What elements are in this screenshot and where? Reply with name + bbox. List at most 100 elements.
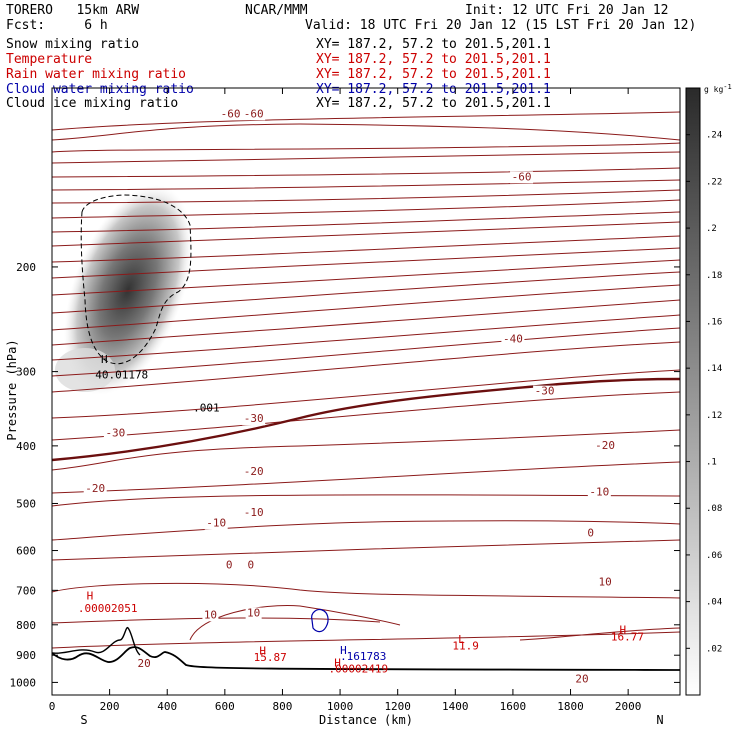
- colorbar-tick-label-3: .08: [706, 504, 722, 514]
- x-right-end-label: N: [656, 713, 663, 727]
- temperature-label-13: 0: [587, 526, 594, 539]
- field-xy-cloud-ice: XY= 187.2, 57.2 to 201.5,201.1: [316, 96, 551, 111]
- temperature-label-bg-15: [246, 559, 256, 572]
- colorbar-tick-label-0: .02: [706, 644, 722, 654]
- temperature-label-5: -30: [244, 412, 264, 425]
- x-tick-label-1600: 1600: [500, 700, 527, 713]
- field-xy-rain: XY= 187.2, 57.2 to 201.5,201.1: [316, 67, 551, 82]
- temperature-label-4: -30: [535, 385, 555, 398]
- annotation-14: 16.77: [611, 630, 644, 643]
- colorbar-unit: g kg-1: [704, 83, 732, 94]
- field-xy-temperature: XY= 187.2, 57.2 to 201.5,201.1: [316, 52, 551, 67]
- x-tick-label-1400: 1400: [442, 700, 469, 713]
- temperature-label-16: 10: [598, 575, 611, 588]
- x-tick-label-1000: 1000: [327, 700, 354, 713]
- field-name-cloud-ice: Cloud ice mixing ratio: [6, 96, 179, 111]
- temperature-label-bg-16: [597, 576, 614, 589]
- temperature-label-20: 20: [575, 672, 588, 685]
- annotation-6: 15.87: [254, 651, 287, 664]
- temperature-label-bg-3: [501, 333, 525, 346]
- temperature-label-bg-9: [83, 482, 107, 495]
- x-ticks: [51, 88, 629, 695]
- annotation-13: H: [620, 624, 627, 637]
- x-left-end-label: S: [80, 713, 87, 727]
- snow-contour: [80, 194, 192, 365]
- temperature-label-bg-6: [103, 427, 127, 440]
- temperature-label-7: -20: [595, 439, 615, 452]
- y-tick-label-400: 400: [16, 440, 36, 453]
- colorbar-tick-label-10: .22: [706, 177, 722, 187]
- annotation-7: H: [340, 644, 347, 657]
- temperature-label-11: -10: [244, 506, 264, 519]
- x-tick-label-200: 200: [100, 700, 120, 713]
- y-tick-label-800: 800: [16, 619, 36, 632]
- field-name-cloud-water: Cloud water mixing ratio: [6, 82, 194, 97]
- colorbar-tick-label-9: .2: [706, 224, 717, 234]
- temperature-label-9: -20: [85, 482, 105, 495]
- colorbar-tick-label-6: .14: [706, 364, 722, 374]
- colorbar-tick-label-5: .12: [706, 411, 722, 421]
- y-tick-label-600: 600: [16, 545, 36, 558]
- colorbar-tick-labels: .02 .04 .06 .08 .1 .12 .14 .16 .18 .2 .22 .24: [706, 131, 722, 655]
- colorbar-tick-label-11: .24: [706, 131, 722, 141]
- x-tick-label-1200: 1200: [384, 700, 411, 713]
- colorbar-tick-label-4: .1: [706, 458, 717, 468]
- init-time: Init: 12 UTC Fri 20 Jan 12: [465, 3, 669, 18]
- y-tick-label-500: 500: [16, 497, 36, 510]
- terrain-ridge: [51, 626, 141, 656]
- colorbar-ticks: [686, 134, 690, 649]
- temperature-label-bg-18: [202, 609, 219, 622]
- annotation-9: H: [334, 656, 341, 669]
- annotation-4: .00002051: [78, 602, 138, 615]
- temperature-label-18: 10: [204, 608, 217, 621]
- y-axis-label: Pressure (hPa): [5, 339, 19, 440]
- temperature-label-3: -40: [503, 332, 523, 345]
- annotation-2: .001: [193, 401, 220, 414]
- temperature-label-8: -20: [244, 465, 264, 478]
- annotation-8: .161783: [340, 650, 386, 663]
- temperature-label-bg-14: [224, 559, 234, 572]
- temperature-label-15: 0: [247, 558, 254, 571]
- temperature-label-12: -10: [206, 517, 226, 530]
- center-name: NCAR/MMM: [245, 3, 308, 18]
- temperature-label-bg-19: [136, 657, 153, 670]
- y-tick-labels: 200 300 400 500 600 700 800 900 1000: [10, 261, 37, 689]
- y-tick-label-900: 900: [16, 649, 36, 662]
- x-tick-labels: 0 200 400 600 800 1000 1200 1400 1600 1800 2000: [49, 700, 642, 713]
- temperature-labels: -60 -60-60-40-30-30-30-20-20-20 -10-10-100…: [83, 107, 617, 686]
- x-tick-label-2000: 2000: [615, 700, 642, 713]
- annotation-1: 40.01178: [95, 368, 148, 381]
- field-name-rain: Rain water mixing ratio: [6, 67, 187, 82]
- terrain: [51, 646, 681, 671]
- field-xy-snow: XY= 187.2, 57.2 to 201.5,201.1: [316, 37, 551, 52]
- x-tick-label-1800: 1800: [557, 700, 584, 713]
- colorbar-tick-label-7: .16: [706, 317, 722, 327]
- temperature-label-bg-5: [242, 413, 266, 426]
- temperature-label-bg-4: [533, 385, 557, 398]
- temperature-label-1: -60: [244, 107, 264, 120]
- temperature-label-bg-13: [586, 527, 596, 540]
- y-tick-label-1000: 1000: [10, 676, 37, 689]
- field-xy-cloud-water: XY= 187.2, 57.2 to 201.5,201.1: [316, 82, 551, 97]
- temperature-label-bg-7: [593, 440, 617, 453]
- temperature-label-0: -60: [221, 107, 241, 120]
- temperature-label-6: -30: [105, 427, 125, 440]
- model-title: TORERO 15km ARW: [6, 3, 140, 18]
- colorbar-ramp: [685, 87, 701, 696]
- temperature-label-bg-11: [242, 507, 266, 520]
- y-tick-label-300: 300: [16, 366, 36, 379]
- temperature-label-bg-20: [574, 673, 591, 686]
- valid-time: Valid: 18 UTC Fri 20 Jan 12 (15 LST Fri …: [305, 18, 697, 33]
- y-ticks: [52, 266, 680, 683]
- colorbar-tick-label-2: .06: [706, 551, 722, 561]
- temperature-label-bg-12: [204, 517, 228, 530]
- temperature-label-19: 20: [138, 657, 151, 670]
- y-tick-label-200: 200: [16, 261, 36, 274]
- temperature-label-bg-1: [242, 108, 266, 121]
- temperature-label-bg-10: [587, 486, 611, 499]
- annotations: H40.01178.001H.00002051H15.87H.161783H.0…: [78, 353, 644, 676]
- annotation-3: H: [87, 589, 94, 602]
- field-name-snow: Snow mixing ratio: [6, 37, 140, 52]
